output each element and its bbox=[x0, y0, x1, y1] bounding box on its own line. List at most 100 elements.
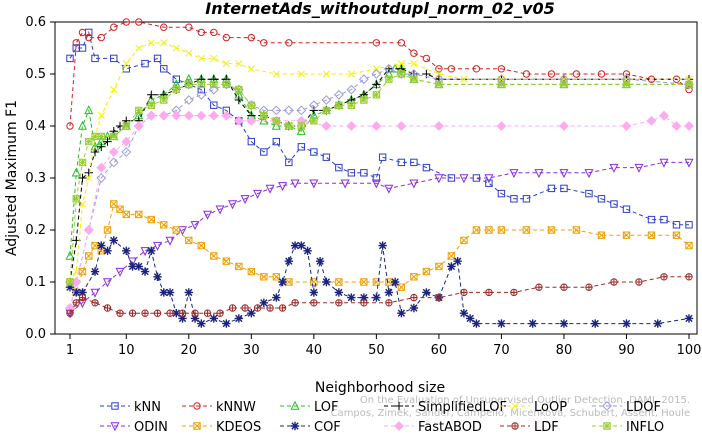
data-point-ldof bbox=[96, 173, 107, 183]
data-point-cof bbox=[278, 277, 287, 287]
data-point-loop bbox=[172, 44, 180, 52]
data-point-odin bbox=[559, 169, 569, 179]
data-point-odin bbox=[634, 163, 644, 173]
legend-label-cof: COF bbox=[314, 420, 341, 434]
data-point-fastabod bbox=[321, 121, 332, 131]
data-point-knn bbox=[610, 200, 618, 208]
data-point-odin bbox=[384, 184, 394, 194]
y-tick-label: 0.3 bbox=[25, 171, 46, 186]
x-tick-label: 1 bbox=[66, 343, 74, 358]
data-point-inflo bbox=[147, 101, 155, 109]
data-point-cof bbox=[222, 319, 231, 328]
data-point-odin bbox=[409, 179, 419, 189]
data-point-odin bbox=[265, 184, 275, 194]
data-point-odin bbox=[434, 174, 444, 184]
data-point-odin bbox=[215, 205, 225, 215]
x-tick-label: 20 bbox=[181, 343, 198, 358]
data-point-kdeos bbox=[247, 267, 256, 276]
data-point-inflo bbox=[247, 101, 256, 109]
data-point-knnw bbox=[422, 54, 431, 63]
data-point-knnw bbox=[522, 70, 531, 78]
data-point-cof bbox=[372, 293, 381, 302]
data-point-cof bbox=[184, 288, 193, 297]
data-point-fastabod bbox=[133, 121, 144, 131]
data-point-knnw bbox=[447, 65, 456, 73]
data-point-inflo bbox=[397, 70, 406, 78]
data-point-knnw bbox=[66, 122, 74, 130]
data-point-ldof bbox=[196, 89, 207, 100]
data-point-knnw bbox=[572, 70, 581, 78]
data-point-loop bbox=[235, 60, 243, 68]
data-point-kdeos bbox=[360, 278, 368, 286]
legend-label-fastabod: FastABOD bbox=[418, 420, 482, 434]
data-point-odin bbox=[190, 221, 200, 231]
data-point-kdeos bbox=[235, 262, 243, 271]
data-point-knn bbox=[247, 137, 256, 146]
data-point-ldf bbox=[560, 283, 568, 291]
data-point-knn bbox=[122, 65, 130, 73]
data-point-ldf bbox=[278, 304, 287, 312]
data-point-ldf bbox=[310, 299, 318, 307]
x-tick-label: 100 bbox=[677, 343, 702, 358]
data-point-ldof bbox=[271, 105, 282, 116]
legend-marker-knnw bbox=[193, 402, 201, 410]
data-point-cof bbox=[684, 314, 694, 323]
data-point-simplifiedlof bbox=[309, 106, 319, 115]
data-point-kdeos bbox=[647, 231, 656, 239]
data-point-lof bbox=[65, 250, 75, 260]
data-point-cof bbox=[303, 246, 312, 255]
data-point-kdeos bbox=[272, 273, 281, 281]
data-point-knn bbox=[560, 184, 568, 193]
legend-item-simplifiedlof: SimplifiedLOF bbox=[384, 400, 507, 415]
legend-marker-kdeos bbox=[193, 422, 201, 430]
legend-marker-lof bbox=[290, 400, 300, 410]
data-point-knn bbox=[622, 205, 631, 213]
data-point-knnw bbox=[397, 39, 406, 47]
legend-item-knn: kNN bbox=[100, 400, 161, 415]
data-point-loop bbox=[185, 49, 193, 57]
legend-marker-ldof bbox=[602, 401, 612, 411]
data-point-knnw bbox=[597, 70, 606, 78]
data-point-cof bbox=[97, 241, 106, 250]
data-point-loop bbox=[147, 39, 155, 47]
data-point-cof bbox=[259, 298, 269, 307]
data-point-lof bbox=[271, 120, 281, 130]
data-point-inflo bbox=[272, 117, 281, 125]
data-point-ldf bbox=[72, 299, 80, 307]
legend-item-knnw: kNNW bbox=[182, 400, 256, 415]
data-point-knn bbox=[510, 195, 518, 203]
data-point-cof bbox=[315, 257, 325, 266]
data-point-kdeos bbox=[85, 252, 93, 260]
data-point-knnw bbox=[260, 39, 268, 47]
data-point-odin bbox=[309, 179, 319, 189]
data-point-inflo bbox=[622, 80, 631, 89]
data-point-fastabod bbox=[83, 225, 94, 235]
legend-item-lof: LOF bbox=[280, 400, 339, 415]
data-point-ldf bbox=[116, 309, 124, 317]
data-point-knn bbox=[310, 148, 318, 156]
series-line-knn bbox=[69, 30, 689, 226]
data-point-odin bbox=[684, 158, 694, 168]
data-point-ldf bbox=[435, 293, 443, 302]
data-point-ldf bbox=[78, 293, 87, 302]
data-point-kdeos bbox=[122, 210, 130, 219]
data-point-knn bbox=[447, 174, 456, 182]
legend-item-kdeos: KDEOS bbox=[182, 420, 261, 434]
data-point-ldf bbox=[535, 283, 543, 291]
data-point-inflo bbox=[110, 132, 118, 141]
legend-label-ldf: LDF bbox=[534, 420, 559, 434]
data-point-inflo bbox=[260, 111, 268, 120]
data-point-cof bbox=[591, 319, 600, 328]
legend-marker-inflo bbox=[603, 422, 611, 430]
data-point-ldf bbox=[585, 283, 593, 291]
data-point-loop bbox=[397, 60, 405, 68]
data-point-fastabod bbox=[684, 121, 694, 131]
data-point-simplifiedlof bbox=[147, 90, 156, 99]
data-point-inflo bbox=[497, 80, 506, 89]
data-point-fastabod bbox=[221, 110, 232, 121]
data-point-odin bbox=[90, 288, 100, 298]
data-point-knnw bbox=[247, 33, 256, 42]
y-axis: 0.0 0.1 0.2 0.3 0.4 0.5 0.6 bbox=[25, 15, 55, 342]
legend-label-loop: LoOP bbox=[534, 400, 567, 415]
data-point-inflo bbox=[85, 137, 93, 146]
